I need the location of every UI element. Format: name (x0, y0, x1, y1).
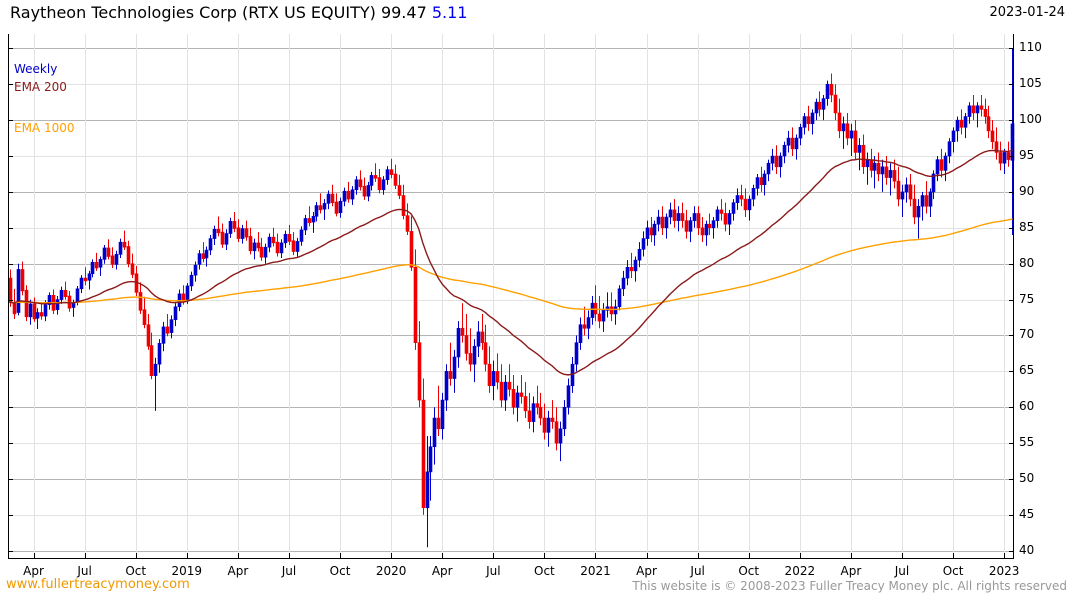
y-axis-tick-label: 100 (1019, 112, 1042, 127)
chart-plot-area[interactable]: Weekly EMA 200 EMA 1000 40 45 50 55 60 65 70 75… (0, 28, 1075, 578)
y-axis-tick-label: 55 (1019, 435, 1035, 450)
candlestick-chart[interactable] (8, 34, 1015, 559)
price-change: 5.11 (431, 3, 468, 22)
chart-canvas[interactable] (8, 34, 1015, 559)
x-axis-tick-label: 2022 (784, 564, 816, 578)
x-axis-tick-label: 2023 (988, 564, 1020, 578)
x-axis-tick-label: Jul (486, 564, 501, 578)
x-axis-tick-label: Jul (690, 564, 705, 578)
chart-frame (8, 34, 1014, 559)
copyright-notice: This website is © 2008-2023 Fuller Treac… (632, 579, 1067, 593)
y-axis-tick-label: 85 (1019, 219, 1035, 234)
legend-item-weekly: Weekly (14, 62, 58, 76)
x-axis-tick-label: Apr (227, 564, 249, 578)
candle-series[interactable] (8, 48, 1015, 548)
x-axis-tick-label: Oct (942, 564, 964, 578)
x-axis-tick-label: 2021 (580, 564, 611, 578)
y-axis-tick-label: 50 (1019, 471, 1035, 486)
chart-header: Raytheon Technologies Corp (RTX US EQUIT… (0, 0, 1075, 28)
x-axis-tick-label: Oct (738, 564, 760, 578)
chart-footer: www.fullertreacymoney.com This website i… (0, 574, 1075, 600)
x-axis-tick-label: Oct (534, 564, 555, 578)
ema200-line (9, 149, 1013, 376)
legend-item-ema200: EMA 200 (14, 80, 67, 94)
ema1000-line (9, 218, 1013, 311)
x-axis-tick-label: Apr (840, 564, 862, 578)
grid-major (8, 48, 1014, 552)
x-axis-tick-label: Apr (23, 564, 44, 578)
x-axis-tick-label: Jul (77, 564, 92, 578)
y-axis-tick-label: 40 (1019, 542, 1035, 557)
page-title: Raytheon Technologies Corp (RTX US EQUIT… (10, 3, 467, 22)
y-axis-tick-label: 95 (1019, 148, 1035, 163)
x-axis-tick-label: Jul (894, 564, 910, 578)
x-axis-tick-label: 2019 (171, 564, 203, 578)
x-axis-tick-label: Oct (329, 564, 351, 578)
y-axis-tick-label: 65 (1019, 363, 1035, 378)
y-axis-ticks (8, 48, 1014, 552)
x-axis-tick-label: Oct (125, 564, 147, 578)
title-text: Raytheon Technologies Corp (RTX US EQUIT… (10, 3, 427, 22)
x-axis-ticks (34, 553, 1005, 558)
y-axis-tick-label: 70 (1019, 327, 1035, 342)
x-axis-tick-label: Jul (281, 564, 297, 578)
as-of-date: 2023-01-24 (989, 5, 1065, 20)
y-axis-tick-label: 75 (1019, 291, 1035, 306)
site-url: www.fullertreacymoney.com (6, 577, 190, 592)
x-axis-tick-label: 2020 (375, 564, 407, 578)
y-axis-tick-label: 45 (1019, 506, 1035, 521)
y-axis-tick-label: 110 (1019, 40, 1042, 55)
y-axis-tick-label: 105 (1019, 76, 1042, 91)
x-axis-tick-label: Apr (431, 564, 453, 578)
y-axis-tick-label: 80 (1019, 255, 1035, 270)
legend-item-ema1000: EMA 1000 (14, 121, 75, 135)
y-axis-tick-label: 90 (1019, 183, 1035, 198)
x-axis-tick-label: Apr (636, 564, 657, 578)
y-axis-tick-label: 60 (1019, 399, 1035, 414)
